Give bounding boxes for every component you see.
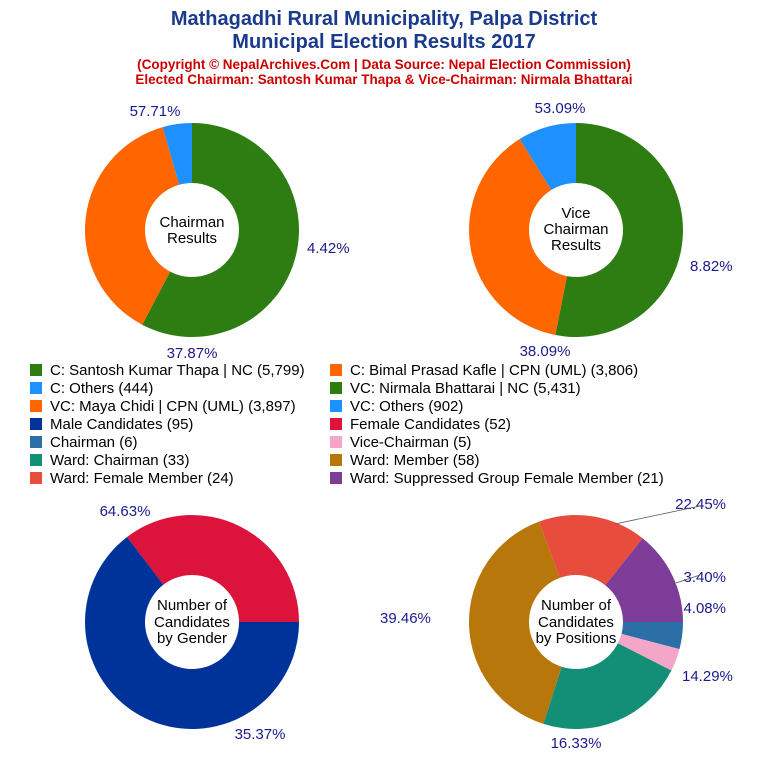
legend-label: Chairman (6) bbox=[50, 434, 138, 451]
legend-label: Ward: Chairman (33) bbox=[50, 452, 190, 469]
legend-label: VC: Maya Chidi | CPN (UML) (3,897) bbox=[50, 398, 296, 415]
donut-center-label: Vice bbox=[562, 205, 591, 222]
slice-percent-label: 8.82% bbox=[690, 258, 733, 275]
pie-slice bbox=[469, 521, 562, 724]
pie-slice bbox=[543, 643, 672, 729]
donut-center-label: Number of bbox=[541, 597, 612, 614]
slice-percent-label: 16.33% bbox=[551, 735, 602, 752]
pie-slice bbox=[621, 622, 683, 650]
legend-item: Chairman (6) bbox=[30, 434, 138, 452]
slice-percent-label: 38.09% bbox=[520, 343, 571, 360]
slice-percent-label: 35.37% bbox=[235, 726, 286, 743]
legend-swatch bbox=[30, 472, 42, 484]
slice-percent-label: 53.09% bbox=[535, 100, 586, 117]
legend-item: Ward: Female Member (24) bbox=[30, 470, 234, 488]
legend-swatch bbox=[330, 364, 342, 376]
donut-center-label: by Positions bbox=[536, 630, 617, 647]
legend-swatch bbox=[30, 436, 42, 448]
legend-item: Vice-Chairman (5) bbox=[330, 434, 471, 452]
donut-center-label: Chairman bbox=[543, 221, 608, 238]
legend-swatch bbox=[30, 382, 42, 394]
chart-subtitle-elected: Elected Chairman: Santosh Kumar Thapa & … bbox=[135, 72, 633, 87]
slice-percent-label: 4.08% bbox=[683, 600, 726, 617]
pie-slice bbox=[539, 515, 643, 586]
legend-label: Ward: Member (58) bbox=[350, 452, 480, 469]
legend-item: C: Bimal Prasad Kafle | CPN (UML) (3,806… bbox=[330, 362, 638, 380]
legend-label: Vice-Chairman (5) bbox=[350, 434, 472, 451]
pie-slice bbox=[84, 536, 299, 730]
legend-label: C: Santosh Kumar Thapa | NC (5,799) bbox=[50, 362, 305, 379]
slice-percent-label: 39.46% bbox=[380, 610, 431, 627]
slice-percent-label: 14.29% bbox=[682, 668, 733, 685]
legend-swatch bbox=[330, 382, 342, 394]
legend-item: Ward: Chairman (33) bbox=[30, 452, 189, 470]
legend-item: C: Santosh Kumar Thapa | NC (5,799) bbox=[30, 362, 305, 380]
legend-label: Female Candidates (52) bbox=[350, 416, 511, 433]
pie-slice bbox=[469, 139, 567, 335]
legend-swatch bbox=[330, 472, 342, 484]
legend-item: Male Candidates (95) bbox=[30, 416, 193, 434]
legend-swatch bbox=[330, 400, 342, 412]
legend-label: Ward: Female Member (24) bbox=[50, 470, 234, 487]
label-leader-line bbox=[614, 505, 701, 525]
legend-label: VC: Others (902) bbox=[350, 398, 464, 415]
slice-percent-label: 64.63% bbox=[100, 503, 151, 520]
legend-label: Ward: Suppressed Group Female Member (21… bbox=[350, 470, 664, 487]
legend-item: Female Candidates (52) bbox=[330, 416, 511, 434]
legend-label: VC: Nirmala Bhattarai | NC (5,431) bbox=[350, 380, 581, 397]
donut-chart-4: 4.08% 3.40% 22.45% 39.46% 16.33% 14.29% Number… bbox=[380, 496, 733, 752]
legend-label: Male Candidates (95) bbox=[50, 416, 194, 433]
pie-slice bbox=[617, 633, 680, 671]
pie-slice bbox=[555, 123, 684, 337]
legend-label: C: Bimal Prasad Kafle | CPN (UML) (3,806… bbox=[350, 362, 639, 379]
legend-swatch bbox=[330, 436, 342, 448]
legend-swatch bbox=[330, 454, 342, 466]
legend-swatch bbox=[30, 400, 42, 412]
slice-percent-label: 37.87% bbox=[167, 345, 218, 362]
slice-percent-label: 22.45% bbox=[675, 496, 726, 513]
legend-swatch bbox=[30, 418, 42, 430]
pie-slice bbox=[85, 127, 180, 325]
slice-percent-label: 3.40% bbox=[683, 569, 726, 586]
legend-swatch bbox=[30, 454, 42, 466]
donut-center-label: Results bbox=[551, 237, 601, 254]
slice-percent-label: 4.42% bbox=[307, 240, 350, 257]
chart-subtitle-source: (Copyright © NepalArchives.Com | Data So… bbox=[137, 57, 631, 72]
legend-label: C: Others (444) bbox=[50, 380, 154, 397]
legend-swatch bbox=[330, 418, 342, 430]
pie-slice bbox=[605, 538, 683, 622]
pie-slice bbox=[162, 123, 192, 185]
pie-slice bbox=[142, 123, 300, 337]
legend-swatch bbox=[30, 364, 42, 376]
pie-slice bbox=[127, 515, 299, 622]
legend-item: VC: Nirmala Bhattarai | NC (5,431) bbox=[330, 380, 581, 398]
slice-percent-label: 57.71% bbox=[130, 103, 181, 120]
legend-item: VC: Others (902) bbox=[330, 398, 463, 416]
pie-slice bbox=[519, 123, 576, 191]
legend-item: VC: Maya Chidi | CPN (UML) (3,897) bbox=[30, 398, 296, 416]
legend-item: C: Others (444) bbox=[30, 380, 153, 398]
chart-title-line2: Municipal Election Results 2017 bbox=[232, 31, 536, 53]
label-leader-line bbox=[675, 574, 701, 584]
legend-item: Ward: Member (58) bbox=[330, 452, 479, 470]
donut-center-label: Candidates bbox=[538, 614, 614, 631]
donut-center-label: Number of bbox=[157, 597, 228, 614]
legend-item: Ward: Suppressed Group Female Member (21… bbox=[330, 470, 664, 488]
donut-center-label: Results bbox=[167, 230, 217, 247]
donut-center-label: by Gender bbox=[157, 630, 227, 647]
chart-title-line1: Mathagadhi Rural Municipality, Palpa Dis… bbox=[170, 8, 598, 30]
donut-center-label: Candidates bbox=[154, 614, 230, 631]
donut-center-label: Chairman bbox=[159, 214, 224, 231]
